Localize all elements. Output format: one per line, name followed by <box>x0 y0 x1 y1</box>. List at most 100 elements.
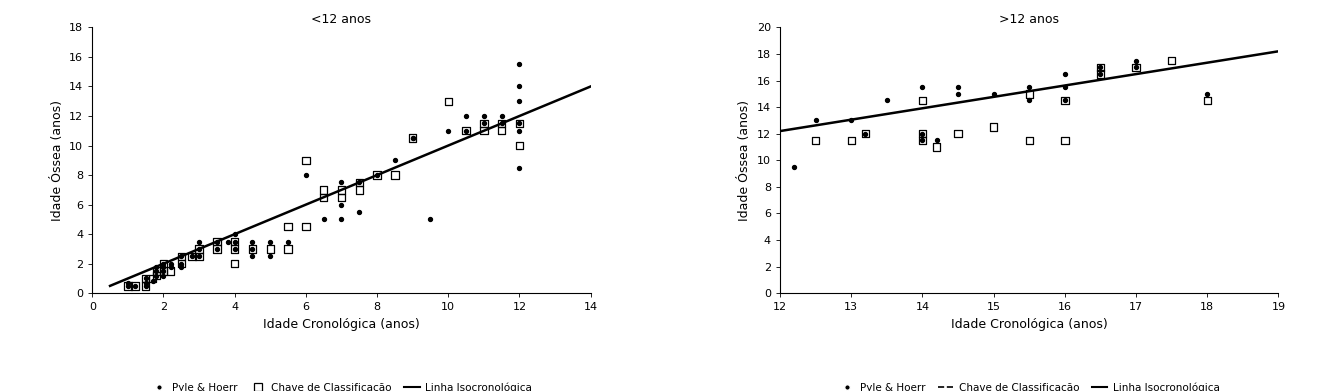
Point <box>207 246 228 252</box>
Point <box>224 246 245 252</box>
Point <box>314 216 335 222</box>
Point <box>912 137 933 143</box>
Point <box>473 120 494 127</box>
Point <box>224 239 245 245</box>
Point <box>188 253 210 260</box>
Point <box>314 194 335 200</box>
Point <box>1054 71 1075 77</box>
X-axis label: Idade Cronológica (anos): Idade Cronológica (anos) <box>264 318 420 331</box>
Point <box>207 239 228 245</box>
Point <box>492 113 513 119</box>
Point <box>136 280 157 286</box>
Point <box>260 253 281 260</box>
Point <box>171 260 192 267</box>
Point <box>1090 64 1111 70</box>
Point <box>153 273 174 279</box>
Point <box>438 98 459 104</box>
Point <box>456 113 477 119</box>
Point <box>509 165 530 171</box>
Point <box>171 253 192 260</box>
Point <box>314 187 335 193</box>
Point <box>171 264 192 270</box>
Point <box>473 127 494 134</box>
Point <box>1054 97 1075 104</box>
Point <box>805 137 826 143</box>
Point <box>366 172 387 178</box>
Point <box>805 117 826 124</box>
Point <box>153 268 174 274</box>
Point <box>295 172 316 178</box>
Legend: Pyle & Hoerr, Chave de Classificação, Linha Isocronológica: Pyle & Hoerr, Chave de Classificação, Li… <box>148 378 536 391</box>
Point <box>402 135 423 141</box>
Point <box>912 131 933 137</box>
Point <box>331 187 352 193</box>
Point <box>1090 64 1111 70</box>
Point <box>146 264 167 270</box>
Point <box>124 283 145 289</box>
Point <box>243 246 264 252</box>
Point <box>171 260 192 267</box>
Point <box>243 253 264 260</box>
Point <box>224 260 245 267</box>
Point <box>142 275 163 282</box>
Point <box>492 120 513 127</box>
Point <box>117 283 138 289</box>
Point <box>278 239 299 245</box>
Point <box>260 246 281 252</box>
Point <box>912 137 933 143</box>
Point <box>146 268 167 274</box>
Point <box>159 264 181 270</box>
Point <box>136 283 157 289</box>
Point <box>912 84 933 90</box>
Point <box>912 131 933 137</box>
Point <box>117 283 138 289</box>
Point <box>207 239 228 245</box>
Point <box>349 179 370 186</box>
Point <box>117 280 138 286</box>
Point <box>420 216 442 222</box>
Point <box>278 246 299 252</box>
Point <box>1090 71 1111 77</box>
Point <box>188 246 210 252</box>
Point <box>153 260 174 267</box>
Point <box>153 260 174 267</box>
Point <box>331 216 352 222</box>
Point <box>784 164 805 170</box>
Point <box>224 231 245 237</box>
Point <box>1054 84 1075 90</box>
Point <box>188 246 210 252</box>
Point <box>1019 137 1040 143</box>
Point <box>912 97 933 104</box>
Y-axis label: Idade Óssea (anos): Idade Óssea (anos) <box>738 100 751 221</box>
Point <box>948 84 969 90</box>
Point <box>492 120 513 127</box>
Point <box>855 131 876 137</box>
Point <box>159 260 181 267</box>
Point <box>224 239 245 245</box>
Point <box>153 268 174 274</box>
Point <box>1019 97 1040 104</box>
Legend: Pyle & Hoerr, Chave de Classificação, Linha Isocronológica: Pyle & Hoerr, Chave de Classificação, Li… <box>834 378 1223 391</box>
Point <box>295 157 316 163</box>
Point <box>182 253 203 260</box>
Point <box>366 172 387 178</box>
Point <box>142 278 163 285</box>
Point <box>509 120 530 127</box>
Point <box>927 137 948 143</box>
Point <box>1054 97 1075 104</box>
Point <box>1090 71 1111 77</box>
Point <box>217 239 239 245</box>
Point <box>124 283 145 289</box>
Point <box>243 239 264 245</box>
Point <box>509 127 530 134</box>
Point <box>402 135 423 141</box>
Point <box>224 246 245 252</box>
Point <box>1161 57 1182 64</box>
Point <box>159 268 181 274</box>
Point <box>473 120 494 127</box>
Point <box>153 264 174 270</box>
Point <box>1019 91 1040 97</box>
Point <box>349 187 370 193</box>
Point <box>136 275 157 282</box>
Point <box>841 117 862 124</box>
